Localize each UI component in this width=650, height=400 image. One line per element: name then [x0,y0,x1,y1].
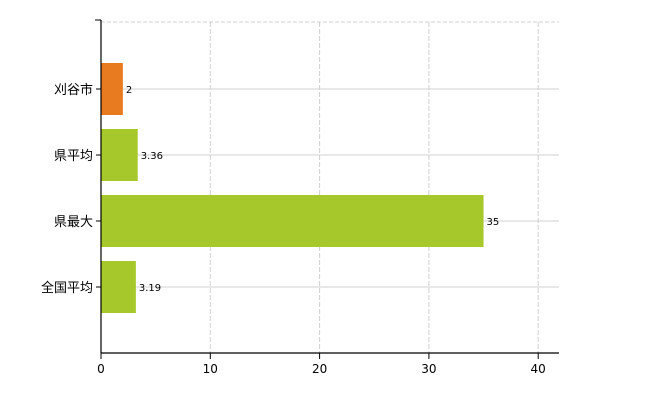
bar [101,63,123,115]
category-label: 県平均 [54,149,93,164]
bar [101,195,484,247]
x-tick-label: 40 [531,362,546,376]
category-label: 全国平均 [41,280,93,296]
x-tick-label: 0 [97,362,105,376]
x-tick-label: 10 [203,362,218,376]
data-label: 3.19 [139,283,161,294]
x-tick-label: 30 [421,362,436,376]
x-tick-label: 20 [312,362,327,376]
bar [101,261,136,313]
data-label: 2 [126,85,132,96]
bar [101,129,138,181]
data-label: 35 [487,217,500,228]
category-label: 県最大 [54,215,93,230]
data-label: 3.36 [141,151,163,162]
category-label: 刈谷市 [54,82,93,98]
